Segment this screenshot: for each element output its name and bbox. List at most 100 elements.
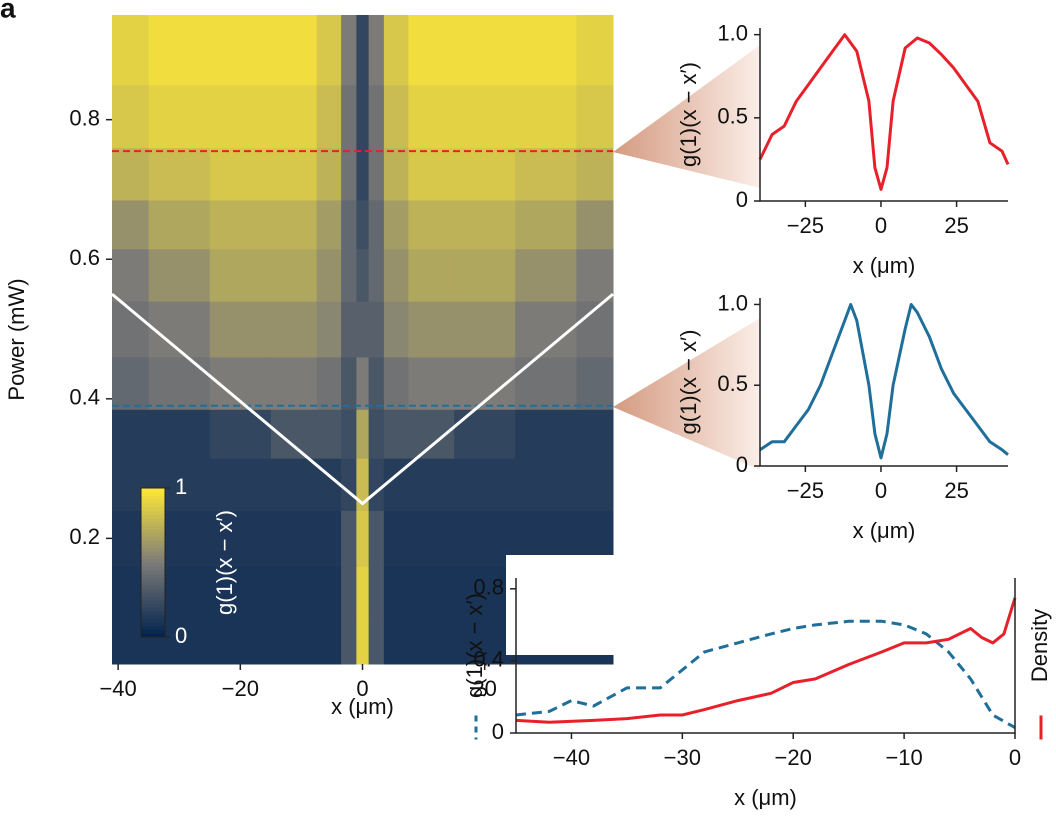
y-tick-label: 1.0 bbox=[717, 290, 748, 315]
series-line bbox=[515, 597, 1017, 724]
heat-cell bbox=[341, 458, 357, 511]
x-axis-label: x (μm) bbox=[853, 253, 916, 278]
heat-cell bbox=[112, 409, 150, 459]
heat-cell bbox=[341, 510, 357, 567]
y-tick-label: 0.6 bbox=[69, 245, 100, 270]
heat-cell bbox=[209, 409, 272, 459]
colorbar-swatch bbox=[141, 555, 165, 560]
colorbar-swatch bbox=[141, 584, 165, 590]
colorbar-swatch bbox=[141, 521, 165, 526]
heat-cell bbox=[408, 458, 455, 511]
heat-cell bbox=[341, 566, 357, 620]
heat-cell bbox=[112, 199, 150, 250]
heat-cell bbox=[209, 199, 272, 250]
heat-cell bbox=[383, 618, 409, 665]
heat-cell bbox=[341, 409, 357, 459]
heat-cell bbox=[112, 356, 150, 410]
colorbar-swatch bbox=[141, 499, 165, 504]
colorbar-swatch bbox=[141, 525, 165, 530]
heat-cell bbox=[576, 409, 614, 459]
heat-cell bbox=[454, 510, 516, 567]
y-axis-label: g(1)(x − x′) bbox=[676, 330, 701, 435]
colorbar-swatch bbox=[141, 588, 165, 593]
y-tick-label: 1.0 bbox=[717, 20, 748, 45]
heat-cell bbox=[356, 147, 370, 201]
heat-cell bbox=[368, 356, 385, 410]
heat-cell bbox=[383, 147, 409, 201]
x-axis-label: x (μm) bbox=[734, 785, 797, 810]
colorbar-swatch bbox=[141, 502, 165, 508]
series-line bbox=[759, 303, 1009, 460]
heat-cell bbox=[341, 199, 357, 250]
x-tick-label: −20 bbox=[775, 745, 812, 770]
heat-cell bbox=[148, 84, 211, 149]
heat-cell bbox=[368, 248, 385, 302]
heat-cell bbox=[209, 84, 272, 149]
y-tick-label: 0.4 bbox=[69, 385, 100, 410]
colorbar-swatch bbox=[141, 573, 165, 578]
heat-cell bbox=[316, 510, 342, 567]
x-tick-label: −25 bbox=[787, 213, 824, 238]
colorbar-swatch bbox=[141, 495, 165, 500]
heat-cell bbox=[148, 248, 211, 302]
heat-cell bbox=[341, 15, 357, 86]
heat-cell bbox=[316, 84, 342, 149]
colorbar-swatch bbox=[141, 506, 165, 511]
heat-cell bbox=[515, 84, 577, 149]
axis-line bbox=[515, 578, 1016, 734]
heat-cell bbox=[341, 248, 357, 302]
colorbar-swatch bbox=[141, 629, 165, 634]
heat-cell bbox=[408, 566, 455, 620]
legend-label: g(1)(x − x′) bbox=[462, 593, 487, 698]
colorbar-label: g(1)(x − x′) bbox=[212, 510, 237, 615]
heat-cell bbox=[515, 147, 577, 201]
colorbar-swatch bbox=[141, 599, 165, 604]
heat-cell bbox=[270, 84, 318, 149]
heat-cell bbox=[148, 356, 211, 410]
colorbar-swatch bbox=[141, 510, 165, 515]
heat-cell bbox=[270, 356, 318, 410]
heat-cell bbox=[316, 248, 342, 302]
x-axis-label: x (μm) bbox=[853, 518, 916, 543]
heat-cell bbox=[383, 356, 409, 410]
series-line bbox=[515, 619, 1016, 729]
colorbar-swatch bbox=[141, 614, 165, 619]
heat-cell bbox=[515, 15, 577, 86]
heat-cell bbox=[209, 15, 272, 86]
y-tick-label: 0.8 bbox=[69, 105, 100, 130]
heat-cell bbox=[515, 301, 577, 358]
y-tick-label: 0 bbox=[492, 719, 504, 744]
heat-cell bbox=[112, 15, 150, 86]
colorbar-swatch bbox=[141, 514, 165, 519]
colorbar-swatch bbox=[141, 610, 165, 616]
heat-cell bbox=[112, 248, 150, 302]
heat-cell bbox=[270, 15, 318, 86]
colorbar-swatch bbox=[141, 596, 165, 601]
y-tick-label: 0 bbox=[736, 187, 748, 212]
heat-cell bbox=[270, 566, 318, 620]
colorbar-swatch bbox=[141, 569, 165, 575]
y-tick-label: 0.5 bbox=[717, 104, 748, 129]
colorbar-swatch bbox=[141, 625, 165, 631]
heat-cell bbox=[356, 510, 370, 567]
heat-cell bbox=[408, 147, 455, 201]
heat-cell bbox=[368, 15, 385, 86]
heat-cell bbox=[515, 458, 577, 511]
heat-cell bbox=[368, 199, 385, 250]
colorbar-swatch bbox=[141, 566, 165, 571]
heat-cell bbox=[383, 15, 409, 86]
zoom-cone bbox=[613, 318, 760, 470]
heat-cell bbox=[368, 409, 385, 459]
x-tick-label: −40 bbox=[553, 745, 590, 770]
y-tick-label: 0.2 bbox=[69, 524, 100, 549]
colorbar-swatch bbox=[141, 562, 165, 567]
colorbar-swatch bbox=[141, 517, 165, 523]
x-tick-label: 0 bbox=[1009, 745, 1021, 770]
colorbar-swatch bbox=[141, 622, 165, 627]
heat-cell bbox=[368, 566, 385, 620]
heat-cell bbox=[356, 301, 370, 358]
colorbar-swatch bbox=[141, 547, 165, 552]
y-tick-label: 0.4 bbox=[473, 647, 504, 672]
heat-cell bbox=[383, 510, 409, 567]
heat-cell bbox=[270, 147, 318, 201]
